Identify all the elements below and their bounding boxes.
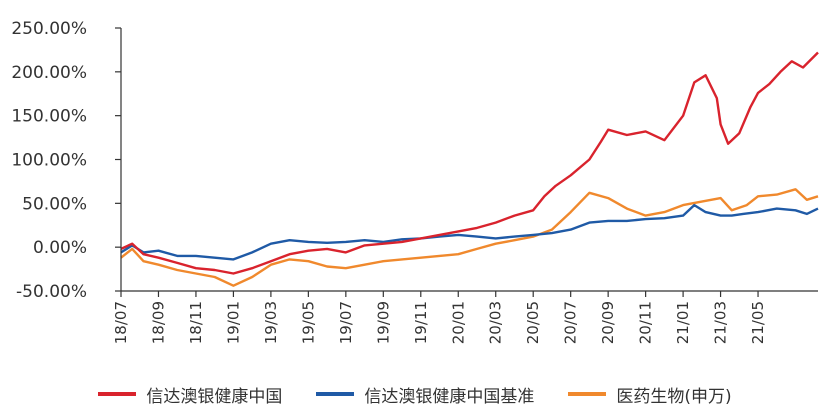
y-tick-label: 100.00% (11, 151, 87, 171)
x-tick-label: 19/07 (337, 301, 355, 344)
y-axis-ticks: -50.00% 0.00% 50.00% 100.00% 150.00% 200.00% 2… (11, 19, 121, 302)
x-tick-label: 21/01 (674, 301, 692, 344)
x-tick-label: 20/11 (637, 301, 655, 344)
legend-swatch (568, 392, 607, 396)
legend-swatch (98, 392, 137, 396)
y-tick-label: 200.00% (11, 63, 87, 83)
legend-swatch (316, 392, 355, 396)
x-tick-label: 19/09 (374, 301, 392, 344)
x-tick-label: 18/09 (149, 301, 167, 344)
legend-label: 信达澳银健康中国基准 (364, 386, 535, 407)
series-line (120, 188, 819, 287)
x-tick-label: 19/03 (262, 301, 280, 344)
y-tick-label: 150.00% (11, 107, 87, 127)
y-tick-label: 50.00% (22, 194, 87, 214)
x-tick-label: 19/11 (412, 301, 430, 344)
x-tick-label: 19/01 (224, 301, 242, 344)
legend-item: 医药生物(申万) (568, 381, 732, 407)
x-tick-label: 20/03 (487, 301, 505, 344)
legend: 信达澳银健康中国 信达澳银健康中国基准 医药生物(申万) (0, 381, 830, 407)
x-tick-label: 20/07 (562, 301, 580, 344)
series-layer (120, 51, 819, 287)
series-line (120, 203, 819, 261)
x-axis-ticks: 18/07 18/09 18/11 19/01 19/03 19/05 19/07 19/09… (112, 291, 767, 344)
legend-label: 信达澳银健康中国 (146, 386, 283, 407)
legend-label: 医药生物(申万) (616, 386, 732, 407)
x-tick-label: 20/05 (524, 301, 542, 344)
series-line (120, 51, 819, 275)
x-tick-label: 18/07 (112, 301, 130, 344)
x-tick-label: 21/05 (749, 301, 767, 344)
x-tick-label: 21/03 (712, 301, 730, 344)
y-tick-label: 250.00% (11, 19, 87, 39)
x-tick-label: 20/01 (449, 301, 467, 344)
y-tick-label: -50.00% (16, 282, 87, 302)
legend-item: 信达澳银健康中国基准 (316, 381, 534, 407)
legend-item: 信达澳银健康中国 (98, 381, 282, 407)
line-chart: -50.00% 0.00% 50.00% 100.00% 150.00% 200.00% 2… (11, 19, 819, 344)
x-tick-label: 20/09 (599, 301, 617, 344)
x-tick-label: 19/05 (299, 301, 317, 344)
x-tick-label: 18/11 (187, 301, 205, 344)
y-tick-label: 0.00% (33, 238, 87, 258)
